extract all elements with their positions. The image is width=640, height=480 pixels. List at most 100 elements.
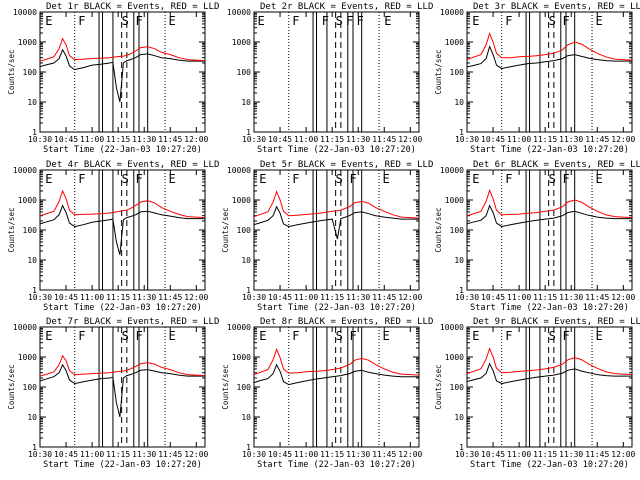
x-tick-label: 11:45 — [372, 450, 396, 459]
series-line-lld — [39, 189, 206, 219]
x-tick-label: 12:00 — [611, 293, 635, 302]
y-tick-label: 10000 — [227, 323, 251, 332]
x-tick-label: 11:30 — [346, 450, 370, 459]
y-tick-label: 100 — [237, 383, 252, 392]
chart-title: Det 2r BLACK = Events, RED = LLD — [260, 2, 433, 12]
x-axis-label: Start Time (22-Jan-03 10:27:20) — [470, 303, 629, 313]
x-tick-label: 11:45 — [372, 293, 396, 302]
x-tick-label: 11:45 — [158, 450, 182, 459]
region-label: E — [596, 329, 603, 343]
x-tick-label: 12:00 — [398, 450, 422, 459]
x-tick-label: 10:30 — [242, 450, 266, 459]
y-axis-label: Counts/sec — [7, 49, 16, 94]
region-label: F — [350, 172, 357, 186]
chart-panel-6: Det 6r BLACK = Events, RED = LLD 1 10 100 10… — [434, 160, 640, 313]
chart-title: Det 5r BLACK = Events, RED = LLD — [260, 160, 433, 170]
y-tick-label: 1000 — [232, 353, 251, 362]
x-tick-label: 11:30 — [559, 135, 583, 144]
y-tick-label: 1000 — [445, 38, 464, 47]
x-tick-label: 10:30 — [28, 293, 52, 302]
region-label: E — [383, 329, 390, 343]
region-label: F — [78, 172, 85, 186]
region-label: E — [472, 329, 479, 343]
x-tick-label: 11:00 — [80, 450, 104, 459]
region-label: F — [350, 329, 357, 343]
y-tick-label: 10 — [241, 413, 251, 422]
x-tick-label: 11:45 — [585, 450, 609, 459]
y-tick-label: 10 — [454, 98, 464, 107]
series-line-events — [39, 48, 205, 103]
region-label: E — [596, 14, 603, 28]
y-tick-label: 10000 — [440, 8, 464, 17]
x-tick-label: 10:45 — [481, 135, 505, 144]
x-tick-label: 11:45 — [585, 135, 609, 144]
x-tick-label: 11:30 — [132, 293, 156, 302]
series-line-lld — [39, 354, 206, 377]
y-tick-label: 1 — [459, 128, 464, 137]
x-tick-label: 12:00 — [398, 293, 422, 302]
region-label: F — [136, 329, 143, 343]
series-line-lld — [39, 37, 206, 62]
x-tick-label: 12:00 — [611, 450, 635, 459]
chart-title: Det 8r BLACK = Events, RED = LLD — [260, 317, 433, 327]
region-label: S — [549, 172, 556, 186]
y-axis-label: Counts/sec — [434, 207, 443, 252]
region-label: F — [136, 14, 143, 28]
region-label: F — [356, 14, 363, 28]
chart-panel-2: Det 2r BLACK = Events, RED = LLD 1 10 100 10… — [227, 2, 433, 155]
x-tick-label: 12:00 — [398, 135, 422, 144]
x-tick-label: 11:00 — [294, 135, 318, 144]
y-tick-label: 1 — [32, 128, 37, 137]
y-tick-label: 100 — [237, 68, 252, 77]
y-tick-label: 1000 — [18, 38, 37, 47]
x-tick-label: 10:45 — [481, 450, 505, 459]
region-label: F — [505, 14, 512, 28]
y-tick-label: 100 — [23, 68, 38, 77]
x-tick-label: 11:15 — [533, 293, 557, 302]
series-line-lld — [253, 190, 420, 219]
y-axis-label: Counts/sec — [221, 207, 230, 252]
region-label: S — [336, 172, 343, 186]
series-line-events — [466, 204, 632, 228]
series-line-lld — [466, 32, 633, 61]
y-axis-label: Counts/sec — [434, 364, 443, 409]
y-tick-label: 100 — [450, 68, 465, 77]
x-tick-label: 10:30 — [242, 293, 266, 302]
x-tick-label: 10:30 — [242, 135, 266, 144]
y-tick-label: 1 — [246, 443, 251, 452]
region-label: E — [472, 172, 479, 186]
region-label: S — [122, 172, 129, 186]
x-tick-label: 10:45 — [54, 450, 78, 459]
y-axis-label: Counts/sec — [221, 364, 230, 409]
y-tick-label: 10 — [27, 98, 37, 107]
chart-panel-1: Det 1r BLACK = Events, RED = LLD 1 10 100 10… — [7, 2, 219, 155]
x-tick-label: 10:45 — [268, 135, 292, 144]
region-label: S — [122, 329, 129, 343]
region-label: S — [549, 14, 556, 28]
y-axis-label: Counts/sec — [434, 49, 443, 94]
y-tick-label: 1 — [246, 286, 251, 295]
y-tick-label: 100 — [23, 383, 38, 392]
region-label: S — [122, 14, 129, 28]
plot-frame — [253, 326, 420, 448]
region-label: F — [292, 329, 299, 343]
x-tick-label: 10:45 — [54, 293, 78, 302]
region-label: E — [45, 14, 52, 28]
chart-title: Det 7r BLACK = Events, RED = LLD — [46, 317, 219, 327]
chart-title: Det 6r BLACK = Events, RED = LLD — [473, 160, 640, 170]
region-label: S — [549, 329, 556, 343]
region-label: E — [45, 329, 52, 343]
plot-frame — [466, 326, 633, 448]
x-axis-label: Start Time (22-Jan-03 10:27:20) — [257, 145, 416, 155]
x-tick-label: 10:45 — [268, 450, 292, 459]
x-tick-label: 11:30 — [346, 293, 370, 302]
x-axis-label: Start Time (22-Jan-03 10:27:20) — [43, 145, 202, 155]
y-tick-label: 10000 — [227, 8, 251, 17]
y-tick-label: 10000 — [13, 166, 37, 175]
x-tick-label: 11:30 — [132, 135, 156, 144]
x-tick-label: 11:00 — [507, 293, 531, 302]
y-tick-label: 100 — [237, 226, 252, 235]
x-tick-label: 11:15 — [533, 450, 557, 459]
x-tick-label: 11:15 — [106, 450, 130, 459]
region-label: S — [336, 329, 343, 343]
